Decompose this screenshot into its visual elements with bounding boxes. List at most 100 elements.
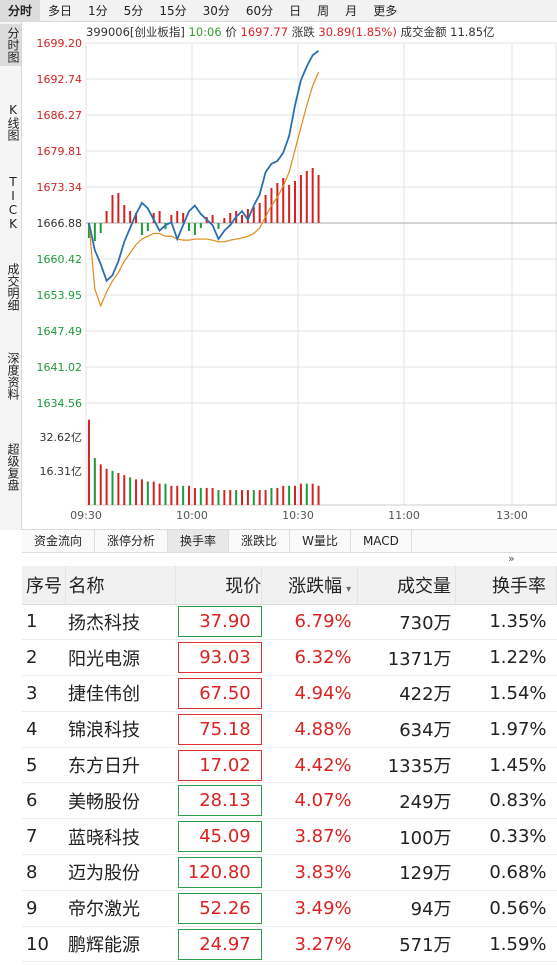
tab-multi-day[interactable]: 多日	[48, 3, 73, 18]
price-tick-label: 1673.34	[37, 181, 83, 194]
row-name: 迈为股份	[65, 854, 176, 891]
side-tab-intraday[interactable]: 分时图	[0, 24, 21, 66]
pressure-bar	[305, 171, 308, 223]
table-row[interactable]: 2 阳光电源 93.03 6.32% 1371万 1.22%	[22, 639, 557, 677]
pressure-bar	[299, 175, 302, 223]
tab-w-volume-ratio[interactable]: W量比	[290, 530, 351, 552]
amount-label: 成交金额	[400, 25, 447, 39]
row-change-pct: 4.42%	[261, 747, 358, 784]
pressure-bar	[252, 207, 255, 223]
side-tab-depth-data[interactable]: 深度资料	[6, 352, 20, 400]
pressure-bar	[311, 168, 314, 223]
tab-1min[interactable]: 1分	[88, 3, 108, 18]
header-index[interactable]: 序号	[22, 566, 67, 605]
pressure-bar	[217, 223, 220, 229]
volume-bar	[111, 470, 114, 505]
volume-bar	[276, 487, 279, 505]
volume-bar	[93, 458, 96, 505]
volume-bar	[258, 490, 261, 505]
header-name[interactable]: 名称	[65, 566, 177, 605]
pressure-bar	[294, 181, 297, 223]
side-tab-trade-detail[interactable]: 成交明细	[6, 263, 20, 311]
tab-day[interactable]: 日	[289, 3, 302, 18]
volume-bar	[176, 485, 179, 505]
chart-lines	[88, 50, 320, 308]
table-row[interactable]: 7 蓝晓科技 45.09 3.87% 100万 0.33%	[22, 818, 557, 856]
price-tick-label: 1666.88	[37, 217, 83, 230]
pressure-bar	[282, 178, 285, 223]
tab-fund-flow[interactable]: 资金流向	[22, 530, 96, 552]
table-row[interactable]: 1 扬杰科技 37.90 6.79% 730万 1.35%	[22, 604, 557, 641]
table-row[interactable]: 9 帝尔激光 52.26 3.49% 94万 0.56%	[22, 890, 557, 927]
row-name: 扬杰科技	[65, 604, 176, 641]
volume-bars	[87, 419, 320, 505]
table-row[interactable]: 3 捷佳伟创 67.50 4.94% 422万 1.54%	[22, 675, 557, 712]
tab-more[interactable]: 更多	[373, 3, 398, 18]
volume-bar	[105, 468, 108, 505]
tab-up-down-ratio[interactable]: 涨跌比	[229, 530, 291, 552]
row-price: 37.90	[177, 606, 262, 638]
tab-week[interactable]: 周	[317, 3, 330, 18]
row-price-cell: 75.18	[175, 711, 262, 748]
pressure-bar	[170, 215, 173, 223]
pressure-bar	[158, 211, 161, 223]
pressure-bar	[105, 211, 108, 223]
price-tick-label: 1641.02	[37, 361, 83, 374]
volume-bar	[317, 485, 320, 505]
pressure-bar	[99, 223, 102, 233]
tab-30min[interactable]: 30分	[202, 3, 230, 18]
pressure-bar	[111, 195, 114, 223]
side-tab-bar: 分时图 K线图 TICK 成交明细 深度资料 超级复盘	[0, 22, 22, 530]
row-name: 锦浪科技	[65, 711, 176, 748]
period-tab-bar: 分时 多日 1分 5分 15分 30分 60分 日 周 月 更多	[0, 0, 557, 22]
tab-turnover-rate[interactable]: 换手率	[168, 530, 230, 552]
row-change-pct: 3.27%	[261, 926, 358, 963]
header-volume[interactable]: 成交量	[357, 566, 457, 605]
time-tick-label: 13:00	[496, 509, 528, 522]
volume-bar	[305, 483, 308, 505]
header-change-pct[interactable]: 涨跌幅 ▾	[261, 566, 359, 605]
header-turnover[interactable]: 换手率	[455, 566, 557, 605]
row-turnover: 1.35%	[455, 604, 557, 641]
pressure-bar	[176, 211, 179, 223]
side-tab-tick[interactable]: TICK	[6, 175, 20, 231]
row-turnover: 1.54%	[455, 675, 557, 712]
row-price-cell: 24.97	[175, 926, 262, 963]
row-price-cell: 93.03	[175, 639, 262, 677]
side-tab-replay[interactable]: 超级复盘	[6, 443, 20, 491]
indicator-tab-bar: 资金流向 涨停分析 换手率 涨跌比 W量比 MACD	[22, 529, 557, 553]
row-index: 1	[22, 604, 66, 641]
tab-macd[interactable]: MACD	[351, 530, 412, 552]
tab-intraday[interactable]: 分时	[0, 0, 41, 22]
volume-bar	[129, 477, 132, 505]
table-row[interactable]: 6 美畅股份 28.13 4.07% 249万 0.83%	[22, 782, 557, 820]
header-price[interactable]: 现价	[175, 566, 263, 605]
price-tick-label: 1647.49	[37, 325, 83, 338]
side-tab-kline[interactable]: K线图	[6, 103, 20, 141]
tab-60min[interactable]: 60分	[245, 3, 274, 18]
row-price: 45.09	[177, 821, 262, 853]
pressure-bar	[93, 223, 96, 241]
row-volume: 249万	[357, 782, 456, 820]
table-row[interactable]: 10 鹏辉能源 24.97 3.27% 571万 1.59%	[22, 926, 557, 963]
row-turnover: 1.97%	[455, 711, 557, 748]
tab-limit-up-analysis[interactable]: 涨停分析	[95, 530, 169, 552]
volume-bar	[282, 485, 285, 505]
price-label: 价	[225, 25, 237, 39]
table-row[interactable]: 8 迈为股份 120.80 3.83% 129万 0.68%	[22, 854, 557, 891]
row-index: 6	[22, 782, 66, 820]
table-row[interactable]: 4 锦浪科技 75.18 4.88% 634万 1.97%	[22, 711, 557, 748]
row-volume: 94万	[357, 890, 456, 927]
volume-bar	[152, 481, 155, 505]
price-tick-label: 1699.20	[37, 37, 83, 50]
table-row[interactable]: 5 东方日升 17.02 4.42% 1335万 1.45%	[22, 747, 557, 784]
expand-chevron-icon[interactable]: »	[508, 552, 515, 565]
tab-month[interactable]: 月	[345, 3, 358, 18]
row-change-pct: 4.88%	[261, 711, 358, 748]
row-turnover: 1.22%	[455, 639, 557, 677]
volume-bar	[246, 490, 249, 505]
tab-15min[interactable]: 15分	[159, 3, 187, 18]
tab-5min[interactable]: 5分	[123, 3, 144, 18]
time-tick-label: 11:00	[388, 509, 420, 522]
volume-bar	[199, 487, 202, 505]
